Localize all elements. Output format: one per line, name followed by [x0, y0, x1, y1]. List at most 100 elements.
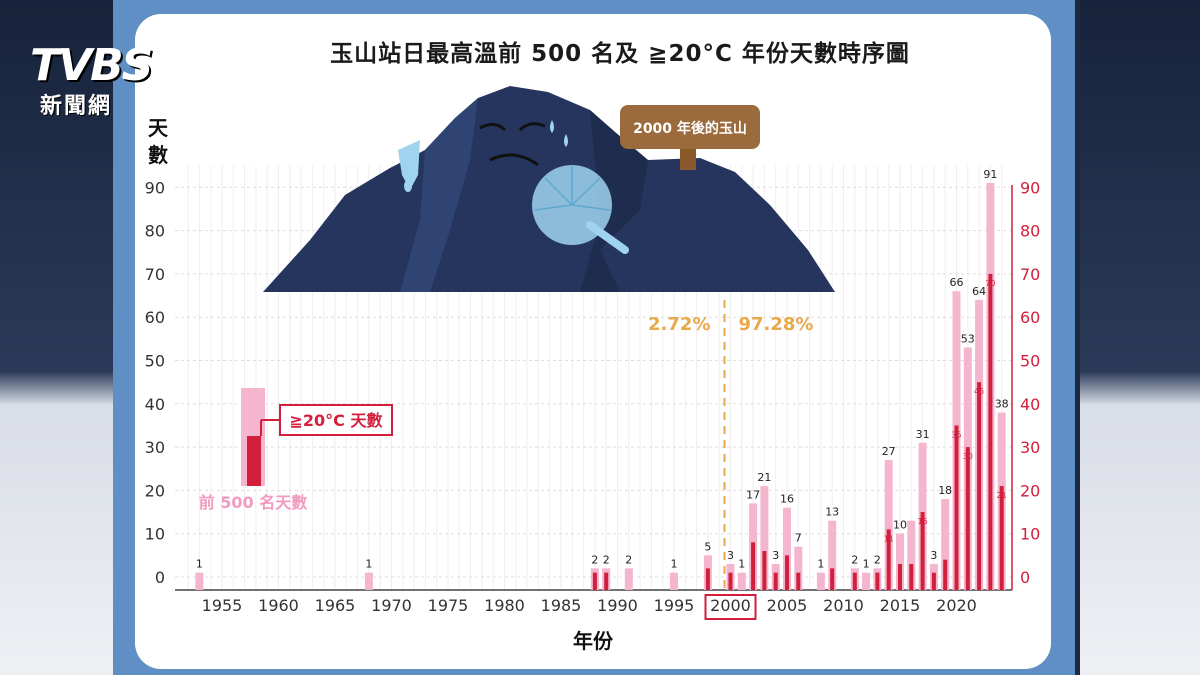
- bar-label-ge20: 1: [604, 578, 609, 587]
- x-tick-label: 1970: [371, 596, 412, 615]
- y-tick-label-left: 90: [145, 178, 165, 197]
- y-tick-label-left: 70: [145, 265, 165, 284]
- bar-label-ge20: 15: [918, 517, 928, 526]
- y-tick-label-right: 50: [1020, 352, 1040, 371]
- y-axis-label-char-1: 天: [148, 116, 169, 140]
- x-axis-label: 年份: [573, 629, 614, 653]
- bar-label-ge20: 45: [974, 387, 984, 396]
- bar-top500: [896, 533, 904, 590]
- bar-label-ge20: 1: [592, 578, 597, 587]
- bar-label-top500: 2: [851, 553, 858, 566]
- legend-ge20-label: ≧20°C 天數: [290, 411, 383, 430]
- x-tick-label: 1990: [597, 596, 638, 615]
- bar-label-top500: 3: [727, 549, 734, 562]
- bar-ge20: [954, 425, 959, 590]
- y-tick-label-left: 40: [145, 395, 165, 414]
- y-tick-label-right: 0: [1020, 568, 1030, 587]
- bar-ge20: [909, 564, 914, 590]
- bar-ge20: [773, 572, 778, 590]
- bar-label-top500: 2: [591, 553, 598, 566]
- bar-label-ge20: 2: [705, 573, 710, 582]
- bar-ge20: [931, 572, 936, 590]
- bar-top500: [816, 572, 825, 590]
- legend: ≧20°C 天數 前 500 名天數: [199, 388, 393, 512]
- bar-label-top500: 64: [972, 285, 986, 298]
- bar-label-top500: 1: [863, 558, 870, 571]
- x-tick-label: 2015: [880, 596, 921, 615]
- bar-ge20: [920, 512, 925, 590]
- y-tick-label-right: 60: [1020, 308, 1040, 327]
- bar-ge20: [965, 447, 970, 590]
- bar-label-top500: 1: [365, 558, 372, 571]
- bar-ge20: [988, 273, 993, 590]
- bar-label-top500: 21: [757, 471, 771, 484]
- bar-top500: [941, 499, 950, 590]
- bar-top500: [195, 572, 204, 590]
- y-tick-label-right: 40: [1020, 395, 1040, 414]
- y-axis-label-char-2: 數: [148, 143, 168, 167]
- y-tick-label-right: 20: [1020, 481, 1040, 500]
- bar-ge20: [796, 572, 801, 590]
- bar-label-ge20: 11: [884, 534, 894, 543]
- logo-subtitle: 新聞網: [40, 94, 113, 119]
- bar-top500: [624, 568, 633, 590]
- mountain-illustration: [263, 86, 835, 292]
- y-tick-label-left: 60: [145, 308, 165, 327]
- bar-label-ge20: 70: [985, 279, 995, 288]
- bar-label-top500: 3: [930, 549, 937, 562]
- bar-label-top500: 27: [882, 445, 896, 458]
- bar-label-top500: 7: [795, 532, 802, 545]
- bar-top500: [828, 520, 837, 590]
- bar-ge20: [943, 559, 948, 590]
- y-tick-label-right: 80: [1020, 222, 1040, 241]
- bar-label-ge20: 1: [852, 578, 857, 587]
- x-tick-label: 2005: [767, 596, 808, 615]
- y-tick-label-right: 10: [1020, 525, 1040, 544]
- bar-label-top500: 1: [738, 558, 745, 571]
- bar-label-ge20: 35: [951, 430, 961, 439]
- bar-ge20: [875, 572, 880, 590]
- bar-label-ge20: 30: [963, 452, 973, 461]
- bar-label-top500: 3: [772, 549, 779, 562]
- bar-ge20: [785, 555, 789, 590]
- y-tick-label-right: 90: [1020, 178, 1040, 197]
- bar-label-top500: 31: [916, 428, 930, 441]
- bar-top500: [783, 507, 791, 590]
- bar-label-ge20: 1: [773, 578, 778, 587]
- before-2000-percent: 2.72%: [648, 314, 710, 335]
- bar-label-top500: 2: [874, 553, 881, 566]
- x-tick-label: 1975: [428, 596, 469, 615]
- bar-top500: [794, 546, 803, 590]
- logo-dots-icon: [165, 37, 221, 83]
- x-tick-label: 1985: [541, 596, 582, 615]
- bar-label-top500: 13: [825, 506, 839, 519]
- x-tick-label: 1965: [315, 596, 356, 615]
- sign-label: 2000 年後的玉山: [633, 120, 747, 137]
- bar-top500: [364, 572, 373, 590]
- bar-ge20: [728, 572, 733, 590]
- bar-ge20: [762, 551, 767, 590]
- legend-ge20-box: [279, 404, 393, 436]
- logo-wordmark: TVBS: [30, 40, 153, 91]
- bar-label-ge20: 1: [728, 578, 733, 587]
- bar-label-top500: 18: [938, 484, 952, 497]
- x-tick-highlight-box: [704, 594, 757, 620]
- bar-label-ge20: 3: [909, 569, 914, 578]
- bar-top500: [862, 572, 871, 590]
- y-tick-label-left: 20: [145, 481, 165, 500]
- x-tick-label: 2000: [710, 596, 751, 615]
- y-tick-label-left: 30: [145, 438, 165, 457]
- bar-label-top500: 17: [746, 488, 760, 501]
- bar-top500: [760, 486, 769, 590]
- bar-ge20: [886, 529, 891, 590]
- bar-label-ge20: 1: [796, 578, 801, 587]
- y-tick-label-left: 10: [145, 525, 165, 544]
- legend-top500-label: 前 500 名天數: [199, 493, 308, 512]
- bar-label-top500: 1: [671, 558, 678, 571]
- bars: [195, 182, 1006, 590]
- bar-ge20: [898, 564, 902, 590]
- bar-ge20: [705, 568, 710, 590]
- bar-label-ge20: 21: [997, 491, 1007, 500]
